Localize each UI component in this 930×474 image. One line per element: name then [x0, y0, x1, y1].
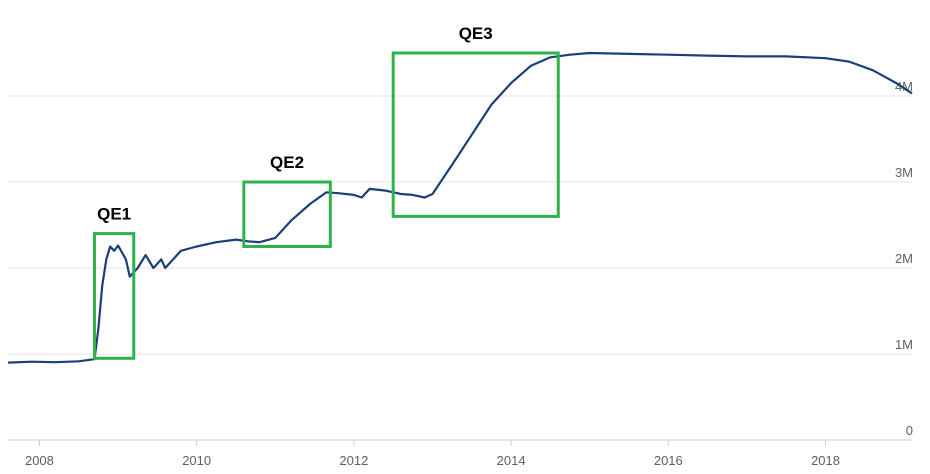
x-tick-label: 2012 [339, 453, 368, 468]
annotation-box [242, 180, 332, 248]
y-tick-label: 3M [895, 165, 913, 180]
x-tick-label: 2014 [497, 453, 526, 468]
series-line [7, 51, 913, 364]
x-axis: 2008 2010 2012 2014 2016 2018 [8, 439, 912, 468]
x-tick-label: 2016 [654, 453, 683, 468]
x-tick-label: 2018 [811, 453, 840, 468]
annotation-box [92, 232, 136, 360]
series-group [7, 51, 913, 364]
annotation-label: QE3 [459, 24, 493, 43]
y-tick-label: 2M [895, 251, 913, 266]
y-tick-label: 1M [895, 337, 913, 352]
annotation-box [391, 51, 560, 218]
annotation-label: QE1 [97, 205, 131, 224]
grid [8, 95, 912, 355]
annotations: QE1 QE2 QE3 [92, 24, 560, 360]
annotation-label: QE2 [270, 153, 304, 172]
x-tick-label: 2008 [25, 453, 54, 468]
x-tick-label: 2010 [182, 453, 211, 468]
y-tick-label: 0 [906, 423, 913, 438]
